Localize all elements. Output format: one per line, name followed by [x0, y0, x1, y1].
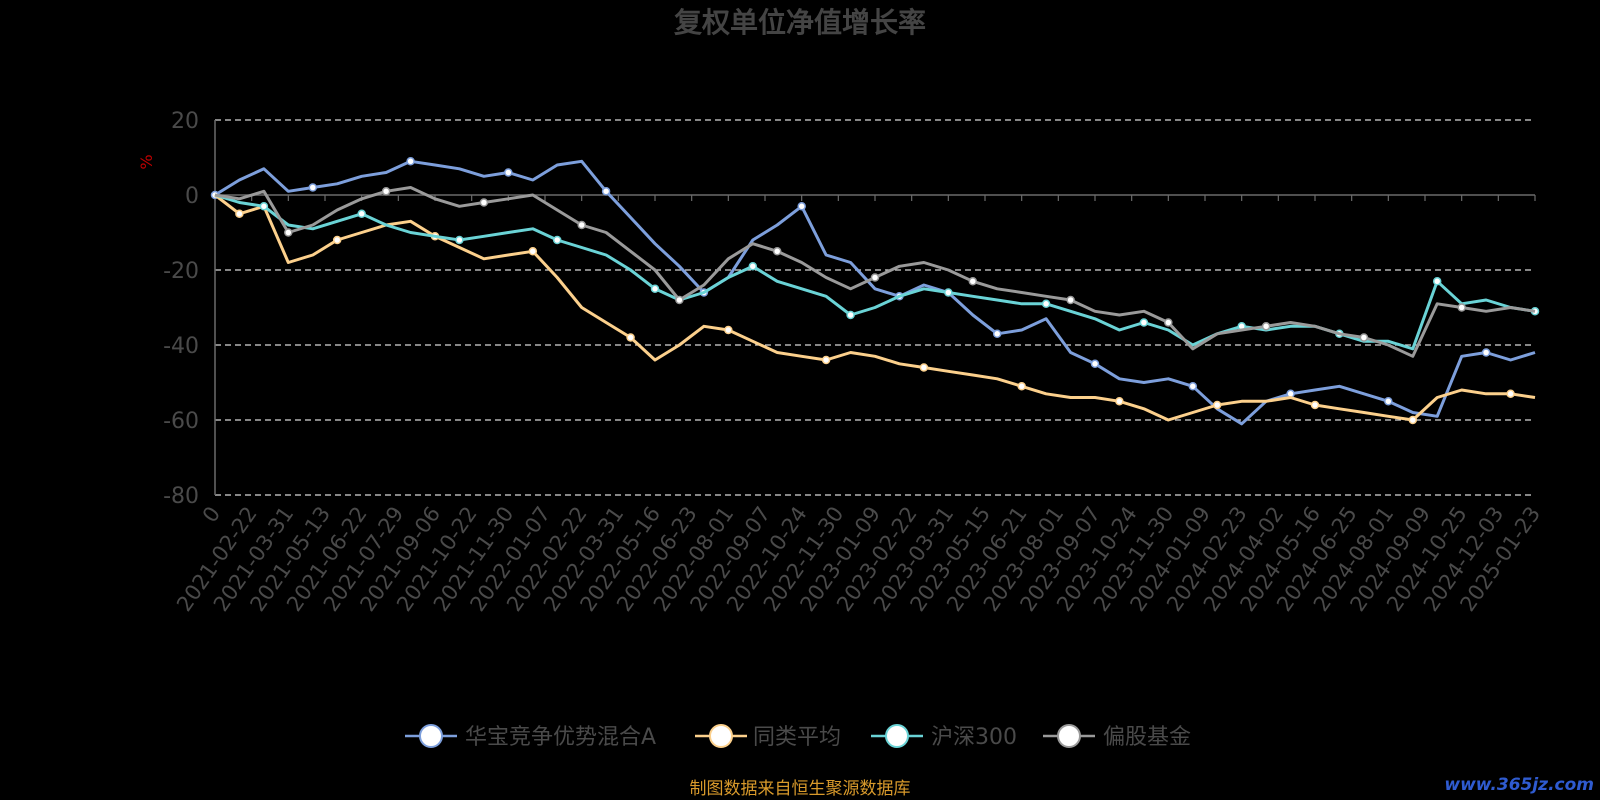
series-point-1 — [1506, 389, 1515, 399]
series-point-3 — [577, 220, 586, 230]
series-point-3 — [1457, 303, 1466, 312]
series-point-0 — [308, 183, 318, 192]
series-point-1 — [919, 363, 929, 372]
series-point-2 — [650, 284, 660, 294]
legend-label: 华宝竞争优势混合A — [465, 725, 656, 750]
y-tick-label: -80 — [163, 484, 199, 509]
x-tick-label: 0 — [198, 502, 225, 527]
series-point-2 — [748, 262, 758, 271]
series-point-3 — [968, 277, 978, 286]
legend-marker — [709, 724, 733, 748]
source-note: 制图数据来自恒生聚源数据库 — [690, 779, 911, 799]
legend-item-3[interactable]: 偏股基金 — [1043, 724, 1191, 750]
series-point-0 — [1384, 397, 1393, 406]
series-point-3 — [1359, 333, 1369, 342]
series-point-3 — [381, 187, 391, 196]
series-point-0 — [504, 168, 513, 177]
series-point-0 — [406, 157, 415, 166]
legend-item-2[interactable]: 沪深300 — [871, 724, 1017, 750]
y-tick-label: -60 — [163, 409, 199, 434]
series-line-2 — [214, 193, 1536, 351]
legend[interactable]: 华宝竞争优势混合A 同类平均 沪深300 偏股基金 — [405, 724, 1191, 750]
series-point-2 — [846, 310, 855, 320]
watermark: www.365jz.com — [1444, 775, 1594, 795]
series-point-2 — [552, 235, 562, 245]
series-point-1 — [1115, 397, 1124, 406]
y-tick-label: -20 — [163, 259, 199, 284]
series-point-2 — [1432, 277, 1442, 286]
y-tick-label: -40 — [163, 334, 199, 359]
series-point-3 — [284, 228, 293, 237]
series-point-1 — [1212, 400, 1222, 410]
series-point-0 — [1481, 348, 1491, 357]
legend-label: 偏股基金 — [1103, 725, 1191, 750]
chart-title: 复权单位净值增长率 — [674, 6, 926, 39]
series-point-1 — [1017, 382, 1026, 391]
series-point-1 — [626, 333, 635, 342]
series-line-0 — [214, 159, 1536, 426]
series-point-2 — [259, 202, 269, 211]
series-point-1 — [235, 209, 244, 219]
series-point-1 — [1310, 400, 1320, 410]
series-point-3 — [479, 198, 489, 207]
legend-item-0[interactable]: 华宝竞争优势混合A — [405, 724, 656, 750]
legend-item-1[interactable]: 同类平均 — [695, 724, 841, 750]
series-point-0 — [797, 202, 806, 211]
y-tick-label: 0 — [185, 184, 199, 209]
axes: 200-20-40-60-8002021-02-222021-03-312021… — [163, 109, 1545, 616]
series-point-0 — [601, 187, 611, 196]
legend-marker — [885, 724, 909, 748]
y-axis-unit: % — [137, 154, 156, 169]
legend-label: 沪深300 — [931, 725, 1017, 750]
series-point-0 — [1090, 359, 1100, 369]
series-point-3 — [675, 295, 684, 305]
legend-marker — [419, 724, 443, 748]
series-point-2 — [357, 209, 366, 219]
series-point-0 — [1188, 382, 1198, 391]
series-point-2 — [1041, 299, 1051, 309]
series-point-3 — [1164, 318, 1173, 327]
legend-label: 同类平均 — [753, 725, 841, 750]
series-lines — [210, 157, 1540, 426]
series-point-1 — [528, 247, 538, 256]
series-point-3 — [1066, 295, 1075, 305]
legend-marker — [1057, 724, 1081, 748]
y-tick-label: 20 — [171, 109, 199, 134]
series-point-3 — [1261, 322, 1271, 331]
series-point-1 — [1408, 415, 1418, 425]
series-point-2 — [944, 288, 953, 297]
series-point-1 — [724, 325, 733, 335]
series-point-1 — [332, 235, 342, 245]
series-point-2 — [455, 235, 464, 245]
series-point-3 — [870, 273, 880, 282]
series-point-2 — [1139, 318, 1149, 327]
series-point-1 — [821, 355, 831, 365]
series-point-0 — [992, 329, 1002, 339]
series-point-3 — [772, 247, 782, 256]
